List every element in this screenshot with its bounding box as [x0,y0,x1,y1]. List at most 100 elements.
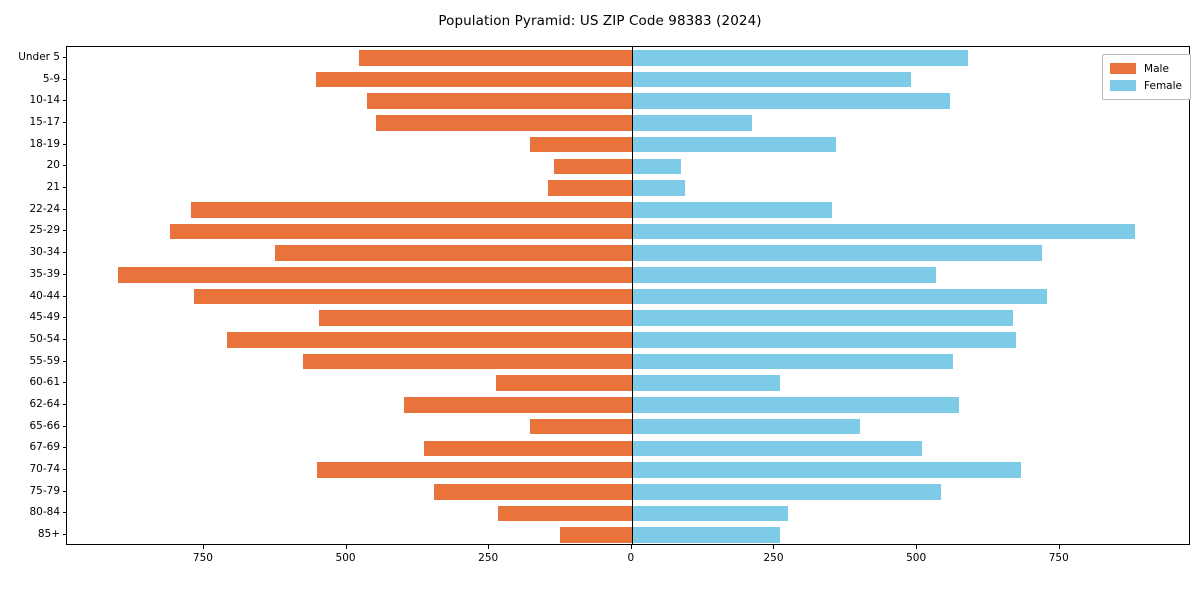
legend[interactable]: Male Female [1102,54,1191,100]
y-tick-mark [63,121,67,123]
pyramid-row [67,332,1189,348]
bar-male [318,310,632,326]
y-tick-mark [63,143,67,145]
y-tick-mark [63,230,67,232]
page-title: Population Pyramid: US ZIP Code 98383 (2… [438,13,762,29]
bar-female [631,180,685,196]
x-tick-mark [202,545,204,549]
pyramid-row [67,93,1189,110]
bar-male [554,158,632,175]
bars-layer [67,47,1189,544]
x-tick-label: 750 [192,552,213,564]
bar-female [631,288,1047,305]
y-tick-mark [63,252,67,254]
bar-male [193,288,632,305]
legend-label: Male [1144,62,1169,75]
pyramid-row [67,375,1189,392]
bar-female [631,353,954,370]
x-tick-mark [1058,545,1060,549]
bar-male [315,71,632,88]
y-tick-label: 15-17 [29,115,60,128]
pyramid-row [67,418,1189,435]
x-tick-label: 250 [763,552,784,564]
bar-male [118,266,632,283]
zero-axis-line [631,47,633,544]
x-tick-mark [773,545,775,549]
y-tick-mark [63,512,67,514]
y-tick-label: 25-29 [29,224,60,237]
pyramid-row [67,440,1189,457]
pyramid-row [67,397,1189,413]
pyramid-row [67,223,1189,240]
y-tick-mark [63,338,67,340]
y-tick-mark [63,360,67,362]
pyramid-row [67,266,1189,283]
bar-male [423,440,632,457]
y-tick-mark [63,78,67,80]
bar-female [631,310,1013,326]
y-tick-label: 22-24 [29,202,60,215]
bar-female [631,375,781,392]
bar-male [530,418,632,435]
legend-swatch-icon [1110,63,1137,74]
bar-male [434,483,632,500]
x-tick-mark [488,545,490,549]
bar-female [631,223,1135,240]
pyramid-row [67,353,1189,370]
pyramid-row [67,483,1189,500]
y-tick-label: 35-39 [29,267,60,280]
bar-male [302,353,632,370]
bar-female [631,462,1021,478]
bar-female [631,158,682,175]
y-tick-label: 62-64 [29,397,60,410]
y-tick-label: 60-61 [29,376,60,389]
y-tick-mark [63,165,67,167]
y-tick-mark [63,187,67,189]
legend-item-female[interactable]: Female [1110,77,1182,94]
bar-male [404,397,632,413]
y-tick-label: 65-66 [29,419,60,432]
bar-female [631,266,936,283]
y-tick-label: 55-59 [29,354,60,367]
legend-swatch-icon [1110,80,1137,91]
y-tick-label: 45-49 [29,311,60,324]
y-tick-label: 50-54 [29,332,60,345]
y-tick-mark [63,382,67,384]
y-tick-label: 18-19 [29,137,60,150]
pyramid-row [67,201,1189,218]
bar-male [226,332,632,348]
bar-female [631,418,861,435]
y-tick-mark [63,56,67,58]
x-tick-label: 500 [906,552,927,564]
plot-area [66,46,1190,545]
y-tick-label: 20 [46,159,60,172]
bar-female [631,93,951,110]
bar-female [631,397,960,413]
y-tick-mark [63,100,67,102]
y-tick-mark [63,273,67,275]
bar-male [498,505,632,522]
y-tick-label: 75-79 [29,484,60,497]
y-tick-mark [63,403,67,405]
pyramid-row [67,71,1189,88]
bar-female [631,332,1016,348]
y-tick-label: 80-84 [29,506,60,519]
y-tick-mark [63,469,67,471]
y-tick-mark [63,447,67,449]
x-tick-mark [345,545,347,549]
pyramid-row [67,136,1189,153]
bar-male [496,375,632,392]
x-tick-label: 750 [1048,552,1069,564]
bar-male [366,93,632,110]
bar-female [631,245,1043,261]
x-tick-label: 0 [627,552,635,564]
bar-female [631,50,968,66]
y-tick-mark [63,490,67,492]
bar-male [316,462,632,478]
y-tick-label: 10-14 [29,94,60,107]
legend-item-male[interactable]: Male [1110,60,1182,77]
y-axis-tick-labels: 85+ 80-84 75-79 70-74 67-69 65-66 62-64 60-61 55… [0,46,60,545]
pyramid-row [67,180,1189,196]
y-tick-label: 21 [46,181,60,194]
bar-male [547,180,632,196]
